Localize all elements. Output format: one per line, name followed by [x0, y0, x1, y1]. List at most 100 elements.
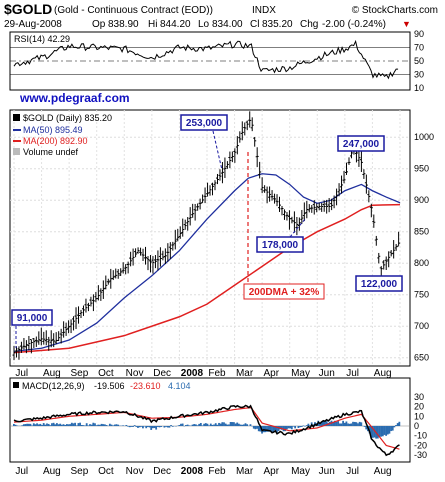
macd-histogram-bar: [60, 424, 63, 426]
header-cl-label: Cl: [250, 19, 259, 30]
macd-histogram-bar: [185, 425, 187, 426]
macd-histogram-bar: [208, 425, 211, 426]
price-tick-label: 650: [414, 353, 429, 363]
macd-histogram-bar: [320, 421, 323, 426]
macd-histogram-bar: [156, 426, 159, 427]
macd-histogram-bar: [94, 423, 96, 426]
month-label: Dec: [153, 368, 171, 379]
macd-histogram-bar: [381, 426, 384, 437]
macd-histogram-bar: [335, 421, 338, 426]
rsi-ticks: 90 70 50 30 10: [414, 29, 424, 93]
macd-histogram-bar: [390, 426, 392, 432]
macd-histogram-bar: [276, 426, 278, 433]
macd-histogram-bar: [249, 424, 252, 426]
month-label: Apr: [264, 466, 280, 477]
macd-histogram-bar: [148, 426, 151, 428]
macd-histogram-bar: [26, 423, 29, 426]
macd-histogram-bar: [347, 423, 349, 426]
macd-histogram-bar: [69, 424, 72, 426]
macd-value-1: -19.506: [94, 381, 125, 391]
macd-histogram-bar: [340, 423, 343, 426]
macd-histogram-bar: [117, 424, 120, 426]
macd-label: MACD(12,26,9): [22, 381, 85, 391]
macd-histogram-bar: [32, 423, 35, 426]
macd-histogram-bar: [54, 424, 57, 426]
macd-tick-label: -20: [414, 440, 427, 450]
macd-histogram-bar: [266, 426, 268, 432]
annotation-200dma: 200DMA + 32%: [243, 152, 325, 300]
macd-histogram-bar: [365, 426, 368, 430]
month-label: Mar: [236, 466, 254, 477]
macd-histogram-bar: [74, 422, 77, 426]
macd-histogram-bar: [333, 420, 336, 426]
macd-histogram-bar: [105, 425, 108, 426]
month-label: Aug: [43, 368, 61, 379]
month-label: May: [291, 368, 310, 379]
macd-tick-label: -30: [414, 450, 427, 460]
rsi-tick-label: 30: [414, 70, 424, 80]
macd-histogram-bar: [95, 425, 98, 426]
price-tick-label: 850: [414, 227, 429, 237]
header-hi-label: Hi: [148, 19, 157, 30]
macd-histogram-bar: [128, 426, 131, 428]
month-axis-middle: Jul Aug Sep Oct Nov Dec 2008 Feb Mar Apr May Jun Jul…: [15, 368, 391, 379]
macd-histogram-bar: [153, 426, 156, 429]
header-symbol: $GOLD: [4, 1, 52, 17]
macd-histogram-bar: [41, 424, 43, 426]
macd-histogram-bar: [155, 426, 158, 430]
month-label: Nov: [126, 466, 144, 477]
macd-histogram-bar: [62, 424, 65, 426]
macd-histogram-bar: [272, 426, 275, 432]
macd-histogram-bar: [246, 424, 249, 426]
macd-histogram-bar: [338, 423, 341, 426]
price-tick-label: 900: [414, 195, 429, 205]
macd-histogram-bar: [56, 423, 58, 426]
macd-histogram-bar: [29, 423, 32, 426]
macd-histogram-bar: [137, 426, 139, 428]
macd-histogram-bar: [299, 426, 301, 428]
macd-histogram-bar: [39, 423, 42, 426]
macd-histogram-bar: [236, 422, 239, 426]
month-label: Aug: [374, 466, 392, 477]
macd-histogram-bar: [84, 425, 86, 426]
macd-histogram-bar: [297, 426, 300, 428]
macd-histogram-bar: [201, 425, 204, 426]
macd-histogram-bar: [34, 424, 37, 426]
macd-histogram-bar: [77, 423, 80, 426]
macd-histogram-bar: [51, 423, 53, 426]
macd-tick-label: 0: [414, 421, 419, 431]
header-exchange: INDX: [252, 5, 276, 16]
macd-histogram-bar: [259, 426, 262, 432]
month-label: Feb: [208, 466, 226, 477]
macd-histogram-bar: [350, 423, 353, 426]
legend-ma50: MA(50) 895.49: [23, 125, 83, 135]
macd-histogram-bar: [360, 422, 363, 426]
macd-histogram-bar: [355, 422, 358, 426]
month-label: Oct: [98, 466, 114, 477]
macd-histogram-bar: [178, 424, 181, 426]
macd-histogram-bar: [343, 422, 346, 426]
macd-histogram-bar: [289, 426, 292, 429]
macd-histogram-bar: [103, 424, 106, 426]
macd-histogram-bar: [181, 423, 184, 426]
macd-histogram-bar: [211, 424, 214, 426]
month-label: Apr: [264, 368, 280, 379]
legend-volume: Volume undef: [23, 147, 79, 157]
chg-down-arrow-icon: ▼: [402, 19, 411, 29]
macd-histogram-bar: [380, 426, 383, 437]
legend-price-swatch: [13, 114, 20, 121]
month-label: Nov: [126, 368, 144, 379]
month-label: Aug: [43, 466, 61, 477]
url-link[interactable]: www.pdegraaf.com: [19, 91, 130, 105]
macd-histogram-bar: [89, 424, 91, 426]
macd-histogram-bar: [70, 422, 73, 426]
macd-histogram-bar: [57, 424, 60, 426]
annotation-253000: 253,000: [180, 114, 228, 171]
macd-histogram-bar: [99, 424, 101, 426]
macd-histogram-bar: [110, 424, 113, 426]
annotation-178000-label: 178,000: [262, 240, 299, 251]
macd-histogram-bar: [229, 421, 232, 426]
macd-histogram-bar: [36, 423, 38, 426]
annotation-247000-label: 247,000: [343, 139, 380, 150]
header-hi: 844.20: [160, 19, 191, 30]
